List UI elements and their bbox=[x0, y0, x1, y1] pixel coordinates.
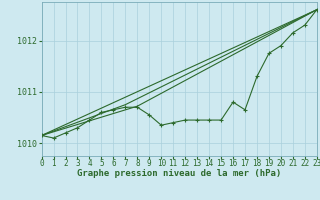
X-axis label: Graphe pression niveau de la mer (hPa): Graphe pression niveau de la mer (hPa) bbox=[77, 169, 281, 178]
